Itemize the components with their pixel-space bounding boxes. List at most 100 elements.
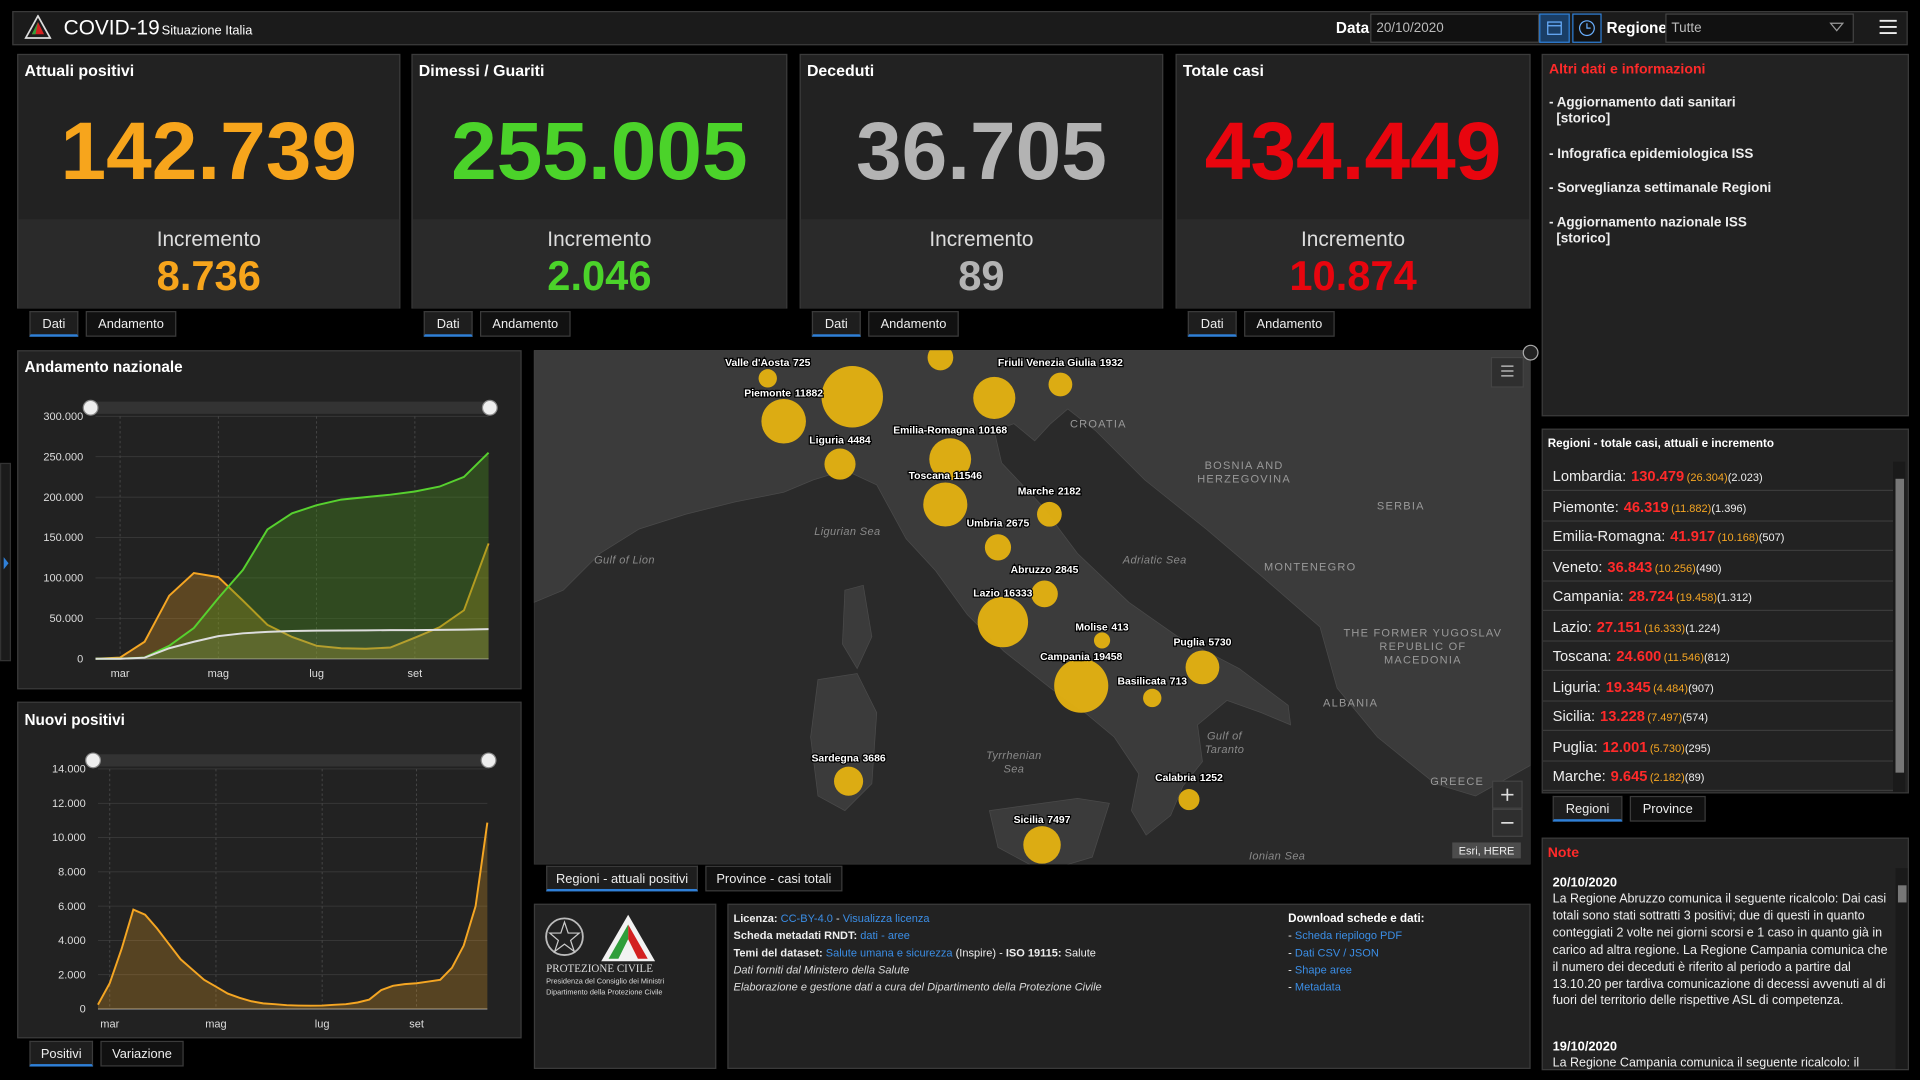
tab[interactable]: Dati xyxy=(423,311,473,337)
region-bubble xyxy=(929,438,972,481)
date-input[interactable]: 20/10/2020 xyxy=(1370,13,1540,43)
footer-text[interactable]: Visualizza licenza xyxy=(842,912,930,925)
footer-text[interactable]: Scheda riepilogo PDF xyxy=(1294,929,1403,942)
region-increment: (1.224) xyxy=(1685,621,1721,634)
region-bubble xyxy=(1023,826,1061,864)
info-link[interactable]: - Aggiornamento nazionale ISS xyxy=(1548,215,1747,231)
tab[interactable]: Andamento xyxy=(85,311,177,337)
card-value: 255.005 xyxy=(451,105,748,198)
logo-text: Presidenza del Consiglio dei Ministri xyxy=(546,978,665,986)
region-row[interactable]: Sicilia: 13.228 (7.497)(574) xyxy=(1542,702,1894,732)
tab[interactable]: Regioni - attuali positivi xyxy=(546,865,698,892)
region-row[interactable]: Toscana: 24.600 (11.546)(812) xyxy=(1542,642,1894,672)
bubble-value: 713 xyxy=(1170,676,1188,687)
footer-line: Licenza: CC-BY-4.0 - Visualizza licenza xyxy=(733,912,929,925)
tab[interactable]: Dati xyxy=(1187,311,1237,337)
increment-label: Incremento xyxy=(929,227,1034,252)
footer-text: Salute xyxy=(1064,946,1096,959)
bubble-name: Toscana xyxy=(909,471,951,482)
region-row[interactable]: Marche: 9.645 (2.182)(89) xyxy=(1542,762,1894,792)
footer-text[interactable]: Metadata xyxy=(1294,980,1341,994)
side-arrow xyxy=(3,557,9,570)
tab[interactable]: Andamento xyxy=(1244,311,1335,337)
footer-text[interactable]: aree xyxy=(887,929,910,942)
place-label: GREECE xyxy=(1430,776,1484,788)
info-title: Altri dati e informazioni xyxy=(1548,62,1706,78)
bubble-value: 2182 xyxy=(1058,487,1081,498)
tab[interactable]: Dati xyxy=(811,311,861,337)
expand-button[interactable] xyxy=(1522,344,1539,361)
region-total: 36.843 xyxy=(1607,557,1653,575)
footer-text[interactable]: dati xyxy=(860,929,879,942)
region-bubble xyxy=(1178,789,1200,811)
bubble-value: 413 xyxy=(1111,623,1129,634)
region-row[interactable]: Puglia: 12.001 (5.730)(295) xyxy=(1542,732,1894,762)
region-row[interactable]: Piemonte: 46.319 (11.882)(1.396) xyxy=(1542,492,1894,522)
region-bubble xyxy=(1048,372,1073,397)
footer-text: - xyxy=(1288,980,1295,994)
info-link[interactable]: [storico] xyxy=(1556,111,1611,127)
tab[interactable]: Province - casi totali xyxy=(705,865,843,892)
tab[interactable]: Regioni xyxy=(1552,795,1623,822)
footer-line: - Scheda riepilogo PDF xyxy=(1288,929,1402,942)
info-link[interactable]: [storico] xyxy=(1556,231,1611,247)
place-label: Adriatic Sea xyxy=(1122,554,1187,566)
side-toggle[interactable] xyxy=(0,462,12,662)
footer-text[interactable]: Salute umana e sicurezza xyxy=(825,946,953,959)
tab[interactable]: Variazione xyxy=(100,1040,184,1067)
footer-text: Elaborazione e gestione dati a cura del … xyxy=(733,980,1102,994)
zoom-in[interactable] xyxy=(1492,780,1523,809)
bubble-name: Sardegna xyxy=(811,754,859,765)
tab[interactable]: Andamento xyxy=(480,311,571,337)
region-bubble xyxy=(821,366,883,428)
tab[interactable]: Positivi xyxy=(29,1040,94,1067)
menu-button[interactable] xyxy=(1878,17,1898,37)
bubble-label: Friuli Venezia Giulia 1932 xyxy=(998,358,1123,369)
region-increment: (295) xyxy=(1684,741,1711,754)
region-total: 46.319 xyxy=(1623,497,1669,515)
increment-label: Incremento xyxy=(547,227,652,252)
footer-text[interactable]: Dati CSV / JSON xyxy=(1294,946,1379,959)
bubble-name: Liguria xyxy=(809,435,844,446)
region-row[interactable]: Emilia-Romagna: 41.917 (10.168)(507) xyxy=(1542,522,1894,552)
footer-text[interactable]: - xyxy=(878,929,888,942)
region-row[interactable]: Veneto: 36.843 (10.256)(490) xyxy=(1542,552,1894,582)
tab[interactable]: Andamento xyxy=(868,311,959,337)
region-total: 12.001 xyxy=(1602,737,1648,755)
region-current: (10.168) xyxy=(1717,531,1759,544)
region-bubble xyxy=(927,350,954,371)
region-select[interactable]: Tutte xyxy=(1665,13,1854,43)
info-link[interactable]: - Aggiornamento dati sanitari xyxy=(1548,95,1736,111)
bubble-name: Molise xyxy=(1075,623,1108,634)
legend-button[interactable] xyxy=(1490,356,1524,388)
chart-panel: Nuovi positivi xyxy=(17,701,522,1039)
region-bubble xyxy=(834,766,864,796)
region-current: (11.882) xyxy=(1671,501,1712,514)
region-name: Sicilia: xyxy=(1552,707,1596,725)
region-total: 27.151 xyxy=(1596,617,1642,635)
region-row[interactable]: Liguria: 19.345 (4.484)(907) xyxy=(1542,672,1894,702)
app-subtitle: Situazione Italia xyxy=(161,23,253,38)
bubble-name: Lazio xyxy=(973,588,1000,599)
increment-value: 2.046 xyxy=(547,253,652,301)
bubble-name: Friuli Venezia Giulia xyxy=(998,358,1096,369)
tab[interactable]: Province xyxy=(1629,795,1706,822)
footer-text[interactable]: CC-BY-4.0 xyxy=(780,912,833,925)
info-link[interactable]: - Sorveglianza settimanale Regioni xyxy=(1548,181,1772,196)
region-row[interactable]: Campania: 28.724 (19.458)(1.312) xyxy=(1542,582,1894,612)
zoom-out[interactable] xyxy=(1492,808,1523,837)
tab[interactable]: Dati xyxy=(29,311,79,337)
footer-text: Dati forniti dal Ministero della Salute xyxy=(733,963,910,976)
footer-text[interactable]: Shape aree xyxy=(1294,963,1352,976)
regions-title: Regioni - totale casi, attuali e increme… xyxy=(1547,437,1774,451)
region-row[interactable]: Lazio: 27.151 (16.333)(1.224) xyxy=(1542,612,1894,642)
region-name: Veneto: xyxy=(1552,557,1603,575)
region-row[interactable]: Lombardia: 130.479 (26.304)(2.023) xyxy=(1542,462,1894,492)
regions-panel: Regioni - totale casi, attuali e increme… xyxy=(1541,428,1909,794)
attribution-bg xyxy=(1452,842,1521,859)
time-button[interactable] xyxy=(1572,13,1602,43)
info-link[interactable]: - Infografica epidemiologica ISS xyxy=(1548,146,1754,162)
calendar-button[interactable] xyxy=(1539,13,1570,43)
